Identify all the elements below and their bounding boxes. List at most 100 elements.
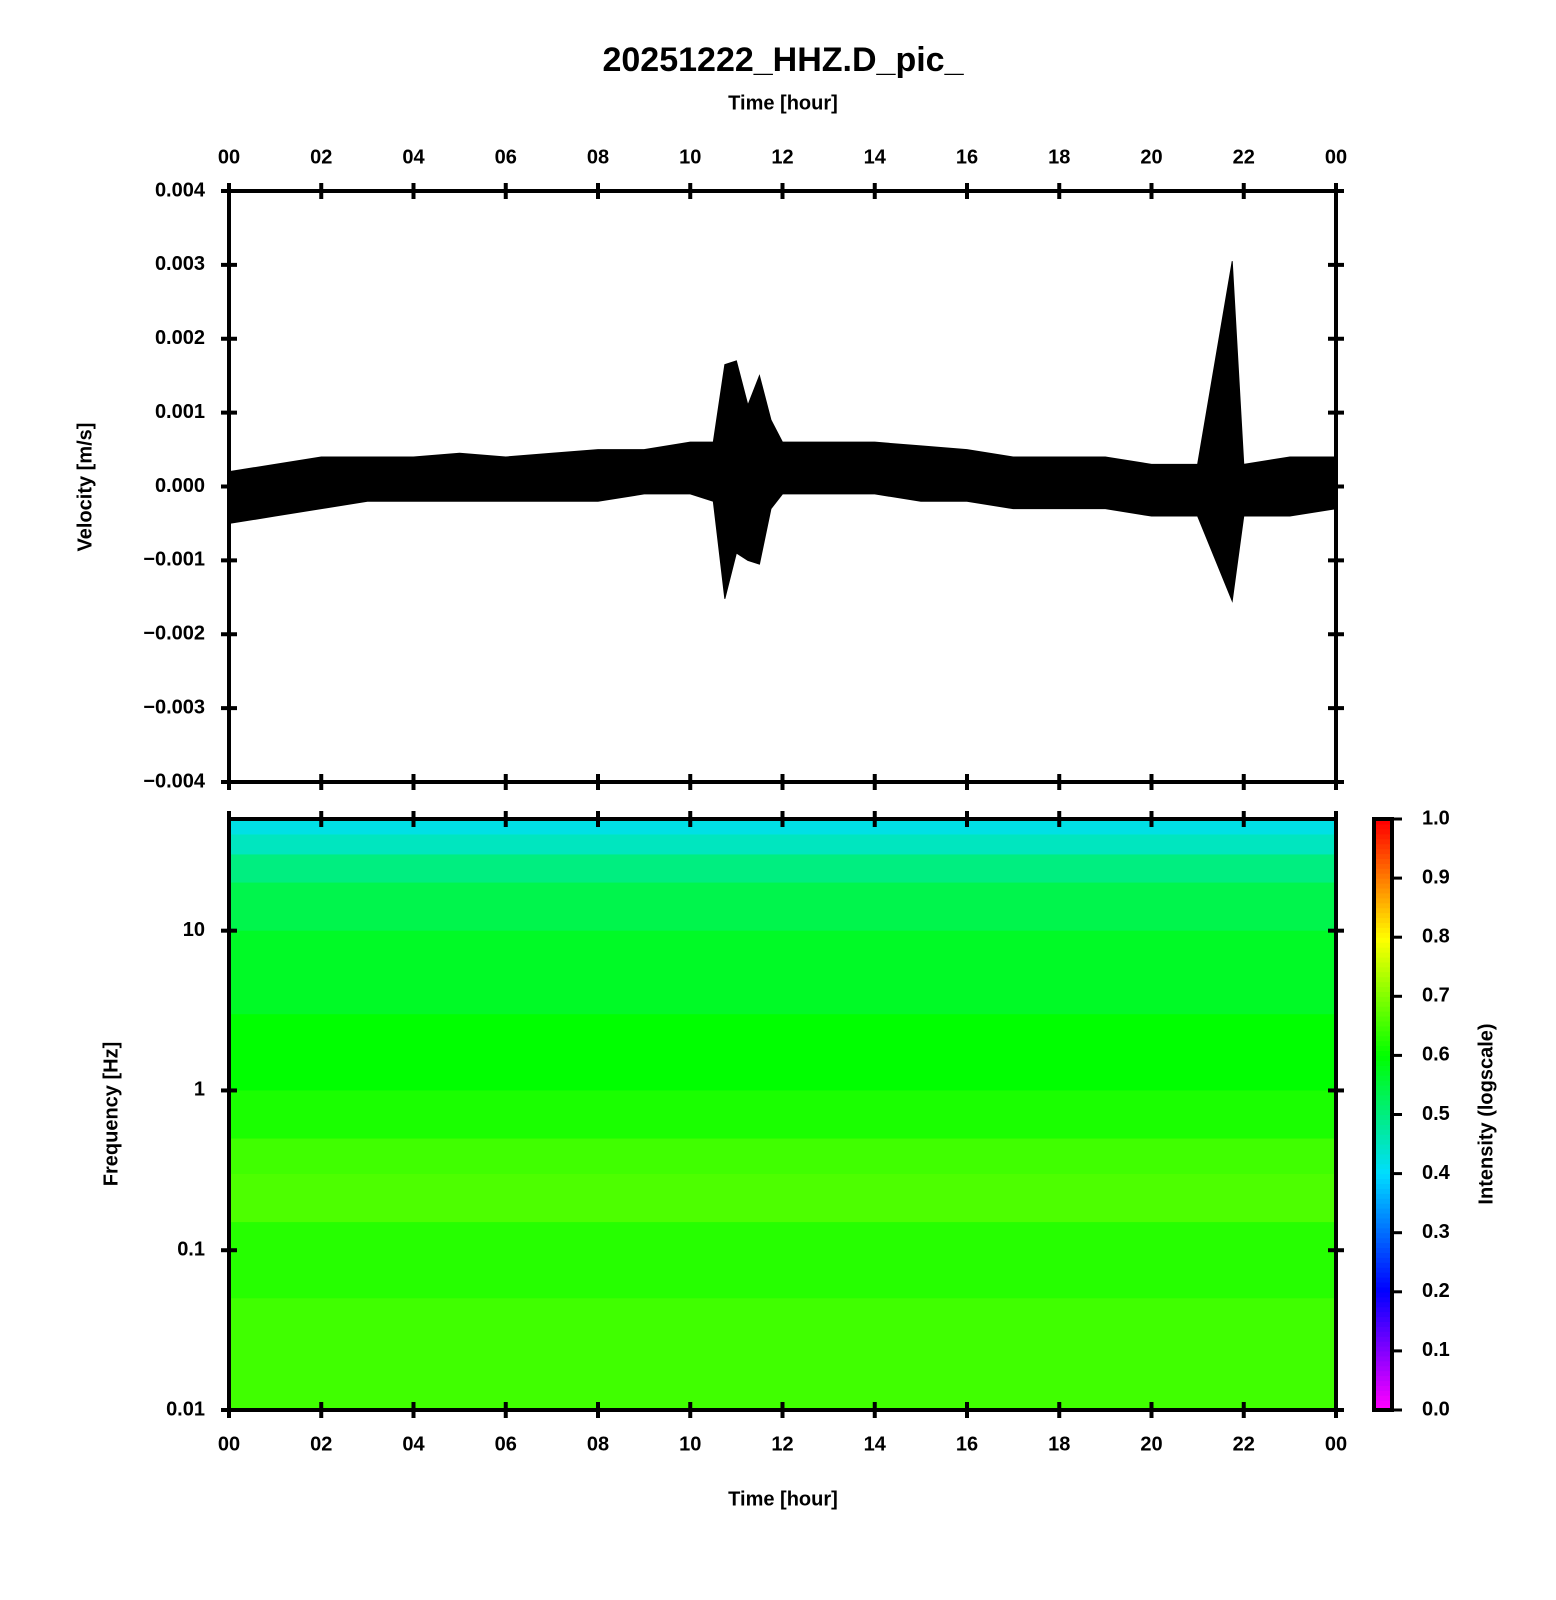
x-tick-label: 00 xyxy=(218,146,240,168)
colorbar-step xyxy=(1374,996,1392,1002)
colorbar-step xyxy=(1374,1375,1392,1382)
colorbar-step xyxy=(1374,868,1392,874)
colorbar-step xyxy=(1374,1139,1392,1145)
colorbar-step xyxy=(1374,907,1392,914)
colorbar-step xyxy=(1374,951,1392,958)
colorbar-step xyxy=(1374,1350,1392,1357)
colorbar-step xyxy=(1374,1134,1392,1140)
colorbar-step xyxy=(1374,976,1392,983)
y-axis-label: Velocity [m/s] xyxy=(74,423,96,552)
colorbar-step xyxy=(1374,1158,1392,1165)
spectrogram-band xyxy=(229,854,1336,884)
colorbar-step xyxy=(1374,1296,1392,1303)
colorbar-tick-label: 0.6 xyxy=(1422,1044,1450,1066)
x-tick-label: 16 xyxy=(956,146,978,168)
colorbar-step xyxy=(1374,932,1392,938)
colorbar-step xyxy=(1374,1065,1392,1071)
colorbar-step xyxy=(1374,1129,1392,1135)
x-tick-label: 12 xyxy=(771,1433,793,1455)
y-tick-label: 0.000 xyxy=(155,475,205,497)
spectrogram-band xyxy=(229,1014,1336,1091)
colorbar-step xyxy=(1374,858,1392,864)
x-tick-label: 10 xyxy=(679,1433,701,1455)
y-tick-label: 0.1 xyxy=(177,1239,205,1261)
colorbar-step xyxy=(1374,1326,1392,1332)
colorbar-step xyxy=(1374,1099,1392,1106)
y-tick-label: −0.004 xyxy=(143,770,206,792)
colorbar-label: Intensity (logscale) xyxy=(1475,1023,1497,1204)
colorbar-tick-label: 0.5 xyxy=(1422,1103,1450,1125)
y-tick-label: 0.002 xyxy=(155,327,205,349)
colorbar-step xyxy=(1374,838,1392,845)
colorbar-step xyxy=(1374,1311,1392,1318)
colorbar-step xyxy=(1374,1331,1392,1337)
spectrogram-band xyxy=(229,1173,1336,1223)
colorbar-step xyxy=(1374,1395,1392,1401)
colorbar-step xyxy=(1374,1306,1392,1313)
x-tick-label: 08 xyxy=(587,146,609,168)
colorbar-tick-label: 0.4 xyxy=(1422,1162,1451,1184)
y-tick-label: 1 xyxy=(194,1079,205,1101)
chart-title: 20251222_HHZ.D_pic_ xyxy=(602,41,964,79)
colorbar-step xyxy=(1374,1055,1392,1061)
colorbar-step xyxy=(1374,1405,1392,1411)
colorbar-step xyxy=(1374,848,1392,855)
x-tick-label: 12 xyxy=(771,146,793,168)
x-tick-label: 14 xyxy=(864,1433,887,1455)
colorbar-step xyxy=(1374,961,1392,968)
colorbar-step xyxy=(1374,1341,1392,1347)
x-tick-label: 00 xyxy=(218,1433,240,1455)
spectrogram-band xyxy=(229,1138,1336,1175)
x-tick-label: 20 xyxy=(1140,1433,1162,1455)
colorbar-step xyxy=(1374,1188,1392,1194)
colorbar-step xyxy=(1374,1045,1392,1052)
colorbar-step xyxy=(1374,1094,1392,1101)
colorbar-step xyxy=(1374,1144,1392,1150)
colorbar-step xyxy=(1374,823,1392,830)
colorbar-step xyxy=(1374,1104,1392,1111)
colorbar-step xyxy=(1374,1020,1392,1027)
colorbar-step xyxy=(1374,1390,1392,1396)
colorbar-step xyxy=(1374,937,1392,943)
colorbar-tick-label: 0.7 xyxy=(1422,985,1450,1007)
colorbar-step xyxy=(1374,1035,1392,1042)
colorbar-step xyxy=(1374,1163,1392,1170)
colorbar-step xyxy=(1374,1272,1392,1278)
x-axis-label: Time [hour] xyxy=(728,92,838,114)
colorbar-step xyxy=(1374,1148,1392,1155)
colorbar-step xyxy=(1374,1173,1392,1180)
x-tick-label: 18 xyxy=(1048,146,1070,168)
x-tick-label: 22 xyxy=(1233,1433,1255,1455)
y-tick-label: 0.001 xyxy=(155,401,205,423)
colorbar-step xyxy=(1374,1281,1392,1288)
waveform-envelope xyxy=(228,261,1337,487)
colorbar-step xyxy=(1374,971,1392,978)
colorbar-step xyxy=(1374,1321,1392,1327)
colorbar-step xyxy=(1374,1193,1392,1199)
colorbar-step xyxy=(1374,863,1392,869)
spectrogram-band xyxy=(229,1222,1336,1299)
colorbar-step xyxy=(1374,1208,1392,1214)
colorbar-step xyxy=(1374,1030,1392,1037)
x-tick-label: 00 xyxy=(1325,1433,1347,1455)
colorbar-step xyxy=(1374,1237,1392,1244)
colorbar-step xyxy=(1374,843,1392,850)
x-tick-label: 10 xyxy=(679,146,701,168)
x-axis-label: Time [hour] xyxy=(728,1488,838,1510)
plot-frame xyxy=(227,817,1338,1412)
y-tick-label: −0.001 xyxy=(143,549,205,571)
colorbar-step xyxy=(1374,1183,1392,1189)
colorbar-step xyxy=(1374,991,1392,997)
x-tick-label: 18 xyxy=(1048,1433,1070,1455)
spectrogram-band xyxy=(229,834,1336,855)
colorbar-step xyxy=(1374,1242,1392,1249)
colorbar-step xyxy=(1374,1400,1392,1406)
colorbar-step xyxy=(1374,1109,1392,1116)
y-axis-label: Frequency [Hz] xyxy=(100,1042,122,1186)
colorbar-step xyxy=(1374,853,1392,859)
y-tick-label: −0.002 xyxy=(143,623,205,645)
colorbar-step xyxy=(1374,1025,1392,1032)
spectrogram-band xyxy=(229,882,1336,932)
colorbar-step xyxy=(1374,1001,1392,1007)
colorbar-step xyxy=(1374,1365,1392,1372)
